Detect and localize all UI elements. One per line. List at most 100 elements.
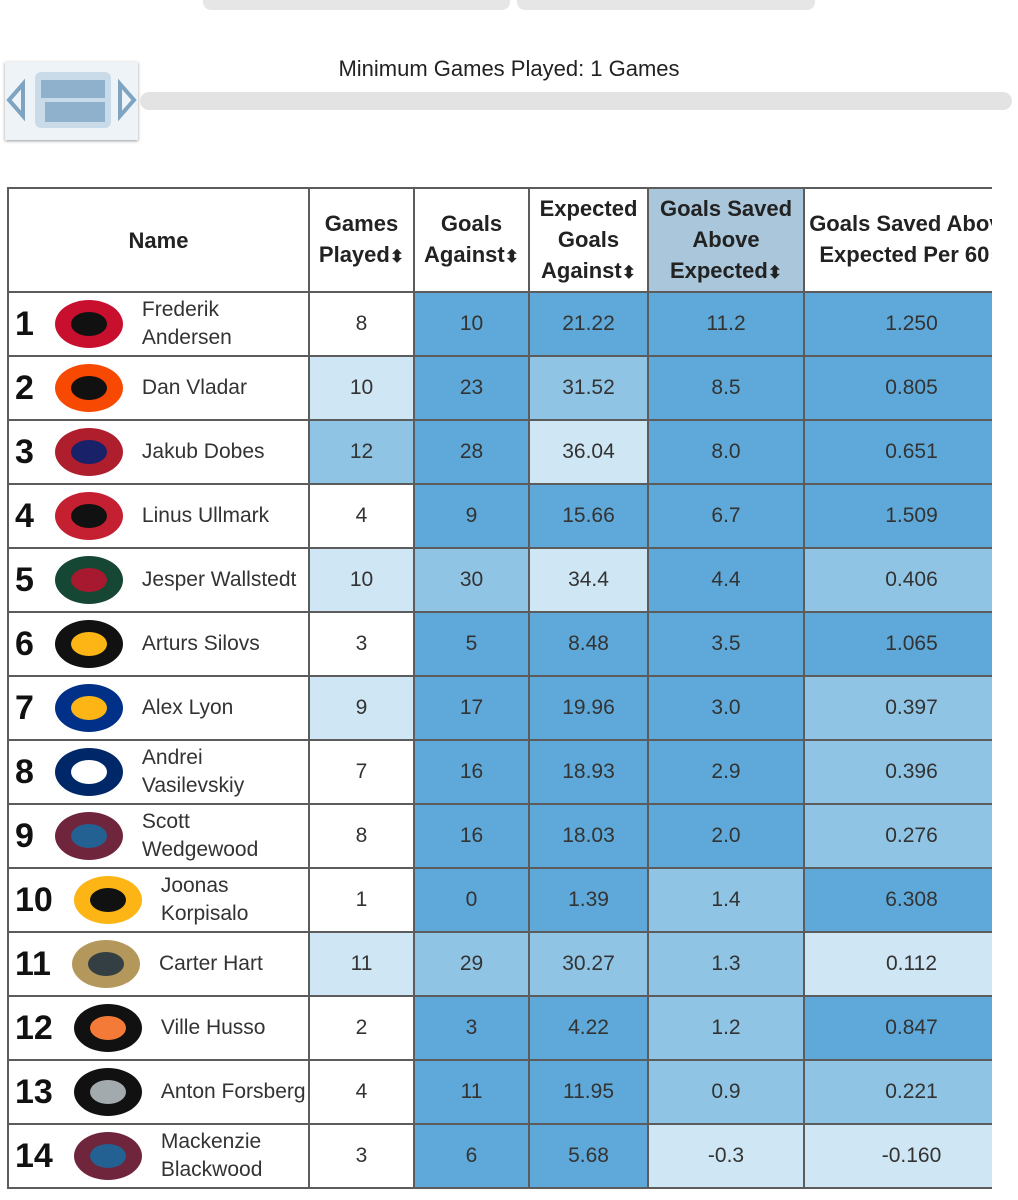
stat-cell: 4.4 xyxy=(647,547,805,613)
name-cell: 1 Frederik Andersen xyxy=(7,291,310,357)
team-logo xyxy=(54,556,123,604)
logo-shape xyxy=(70,824,107,848)
name-cell: 11 Carter Hart xyxy=(7,931,310,997)
name-box: 8 Andrei Vasilevskiy xyxy=(9,741,308,803)
name-cell: 12 Ville Husso xyxy=(7,995,310,1061)
goalie-row: 10 Joonas Korpisalo 1 0 1.39 1.4 6.308 xyxy=(7,867,992,933)
logo-shape xyxy=(70,504,107,528)
logo-shape xyxy=(70,376,107,400)
logo-shape xyxy=(70,312,107,336)
button[interactable] xyxy=(517,0,815,10)
player-name: Linus Ullmark xyxy=(141,504,270,527)
stat-cell: 4 xyxy=(308,483,415,549)
stat-cell: 3 xyxy=(308,1123,415,1189)
goalie-row: 3 Jakub Dobes 12 28 36.04 8.0 0.651 xyxy=(7,419,992,485)
rank: 5 xyxy=(15,560,34,599)
stat-cell: 1.4 xyxy=(647,867,805,933)
column-header[interactable]: Games Played xyxy=(308,187,415,293)
rank: 3 xyxy=(15,432,34,471)
stat-cell: 0.221 xyxy=(803,1059,992,1125)
team-logo xyxy=(54,300,123,348)
column-header[interactable]: Goals Against xyxy=(413,187,530,293)
stat-cell: 8 xyxy=(308,803,415,869)
name-box: 12 Ville Husso xyxy=(9,997,308,1059)
name-cell: 4 Linus Ullmark xyxy=(7,483,310,549)
button[interactable] xyxy=(203,0,510,10)
stat-cell: 36.04 xyxy=(528,419,649,485)
logo-shape xyxy=(89,1080,126,1104)
stat-cell: 11.95 xyxy=(528,1059,649,1125)
goalie-table: Name Games Played Goals Against Expected Go… xyxy=(7,187,992,1189)
name-box: 10 Joonas Korpisalo xyxy=(9,869,308,931)
team-logo xyxy=(54,428,123,476)
goalie-row: 5 Jesper Wallstedt 10 30 34.4 4.4 0.406 xyxy=(7,547,992,613)
stat-cell: 30 xyxy=(413,547,530,613)
rank: 9 xyxy=(15,816,34,855)
stat-cell: 10 xyxy=(308,547,415,613)
goalie-row: 2 Dan Vladar 10 23 31.52 8.5 0.805 xyxy=(7,355,992,421)
stat-cell: 3 xyxy=(413,995,530,1061)
header-text: Games Played xyxy=(318,211,399,267)
stat-cell: 11 xyxy=(308,931,415,997)
name-box: 4 Linus Ullmark xyxy=(9,485,308,547)
stat-cell: 4.22 xyxy=(528,995,649,1061)
player-name: Joonas Korpisalo xyxy=(160,874,249,925)
rank: 14 xyxy=(15,1136,53,1175)
team-logo xyxy=(54,684,123,732)
games-slider[interactable] xyxy=(140,92,1012,110)
logo-shape xyxy=(89,1144,126,1168)
player-name: Jesper Wallstedt xyxy=(141,568,297,591)
goalie-row: 8 Andrei Vasilevskiy 7 16 18.93 2.9 0.396 xyxy=(7,739,992,805)
rank: 10 xyxy=(15,880,53,919)
column-header[interactable]: Expected Goals Against xyxy=(528,187,649,293)
team-logo xyxy=(54,620,123,668)
goalie-row: 4 Linus Ullmark 4 9 15.66 6.7 1.509 xyxy=(7,483,992,549)
name-box: 11 Carter Hart xyxy=(9,933,308,995)
team-logo xyxy=(73,1068,142,1116)
stat-cell: -0.3 xyxy=(647,1123,805,1189)
goalie-row: 7 Alex Lyon 9 17 19.96 3.0 0.397 xyxy=(7,675,992,741)
rank: 12 xyxy=(15,1008,53,1047)
team-logo xyxy=(71,940,140,988)
stat-cell: 6.308 xyxy=(803,867,992,933)
player-name: Mackenzie Blackwood xyxy=(160,1130,263,1181)
team-logo xyxy=(73,876,142,924)
stat-cell: 8.48 xyxy=(528,611,649,677)
player-name: Anton Forsberg xyxy=(160,1080,306,1103)
header-text: Goals Against xyxy=(424,211,505,267)
column-header[interactable]: Goals Saved Above Expected xyxy=(647,187,805,293)
stat-cell: 5.68 xyxy=(528,1123,649,1189)
logo-shape xyxy=(70,632,107,656)
table-body: 1 Frederik Andersen 8 10 21.22 11.2 1.250 2 Dan … xyxy=(7,291,992,1189)
name-cell: 3 Jakub Dobes xyxy=(7,419,310,485)
site-logo[interactable] xyxy=(5,62,138,140)
stat-cell: 8 xyxy=(308,291,415,357)
stat-cell: 31.52 xyxy=(528,355,649,421)
rank: 2 xyxy=(15,368,34,407)
rank: 13 xyxy=(15,1072,53,1111)
stat-cell: 2 xyxy=(308,995,415,1061)
header-text: Expected Goals Against xyxy=(539,195,638,283)
stat-cell: 1.3 xyxy=(647,931,805,997)
name-box: 3 Jakub Dobes xyxy=(9,421,308,483)
stat-cell: 21.22 xyxy=(528,291,649,357)
name-box: 2 Dan Vladar xyxy=(9,357,308,419)
name-cell: 13 Anton Forsberg xyxy=(7,1059,310,1125)
stat-cell: 19.96 xyxy=(528,675,649,741)
stat-cell: -0.160 xyxy=(803,1123,992,1189)
logo-shape xyxy=(70,760,107,784)
rank: 7 xyxy=(15,688,34,727)
filter-label: Minimum Games Played: 1 Games xyxy=(338,56,680,81)
logo-shape xyxy=(70,696,107,720)
table-container: Name Games Played Goals Against Expected Go… xyxy=(7,187,992,1200)
header-text: Goals Saved Above Expected Per 60 xyxy=(809,211,992,267)
stat-cell: 10 xyxy=(308,355,415,421)
player-name: Jakub Dobes xyxy=(141,440,265,463)
sort-icon xyxy=(989,242,992,267)
logo-shape xyxy=(70,440,107,464)
stat-cell: 23 xyxy=(413,355,530,421)
column-header[interactable]: Goals Saved Above Expected Per 60 xyxy=(803,187,992,293)
stat-cell: 2.0 xyxy=(647,803,805,869)
header-text: Name xyxy=(128,227,189,253)
